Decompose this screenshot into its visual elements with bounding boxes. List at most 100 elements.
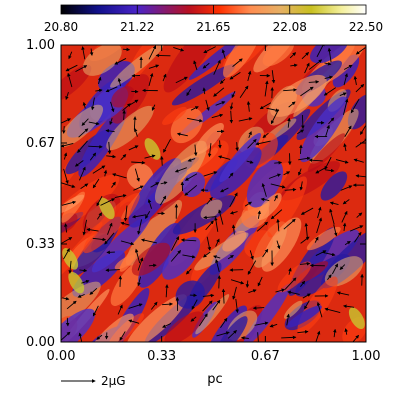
- field-vector: [270, 183, 286, 189]
- field-vector: [165, 284, 169, 298]
- field-vector: [91, 97, 95, 111]
- field-vector: [324, 307, 341, 313]
- field-vector: [184, 173, 198, 181]
- field-vector: [228, 172, 234, 179]
- field-vector: [261, 183, 267, 197]
- field-vector: [203, 171, 218, 177]
- field-vector: [133, 116, 137, 130]
- colorbar-tick-labels: 20.80 21.22 21.65 22.08 22.50: [44, 20, 383, 34]
- field-vector: [335, 159, 349, 164]
- field-vector: [270, 209, 283, 220]
- field-vector: [300, 280, 306, 287]
- field-vector: [211, 113, 224, 119]
- field-vector: [252, 306, 265, 310]
- field-vector: [299, 144, 303, 154]
- heatmap-plot: 0.00 0.33 0.67 1.00 0.00 0.33 0.67 1.00: [26, 38, 380, 364]
- field-vector: [140, 238, 157, 244]
- field-vector: [324, 62, 332, 66]
- field-vector: [187, 117, 203, 123]
- field-vector: [162, 302, 174, 306]
- field-vector: [235, 142, 239, 152]
- field-vector: [328, 117, 335, 125]
- field-vector: [206, 196, 213, 205]
- field-vector: [81, 118, 89, 126]
- field-vector: [112, 173, 127, 179]
- field-vector: [119, 331, 126, 341]
- field-vector: [160, 181, 168, 185]
- field-vector: [62, 296, 70, 301]
- density-blob: [262, 45, 295, 67]
- field-vector: [229, 110, 234, 124]
- density-peak: [68, 271, 85, 294]
- field-vector: [355, 174, 366, 178]
- field-vector: [256, 221, 269, 232]
- field-vector: [308, 158, 323, 163]
- density-blob: [111, 86, 135, 108]
- field-vector: [321, 251, 336, 257]
- y-tick-label: 0.00: [26, 335, 55, 350]
- field-vector: [203, 46, 216, 54]
- field-vector: [187, 158, 196, 162]
- field-vector: [324, 75, 333, 80]
- field-vector: [68, 260, 72, 274]
- field-vector: [89, 152, 97, 161]
- field-vector: [92, 165, 106, 174]
- field-vector: [283, 171, 291, 176]
- field-vector: [315, 330, 321, 342]
- field-vector: [215, 101, 226, 106]
- density-blob: [242, 283, 291, 342]
- field-vector: [61, 143, 74, 148]
- field-vector: [92, 237, 107, 242]
- field-vector: [300, 236, 310, 244]
- field-vector: [202, 300, 213, 312]
- density-blob: [131, 242, 171, 276]
- field-vector: [68, 51, 73, 60]
- field-vector: [316, 217, 323, 234]
- field-vector: [205, 220, 214, 231]
- field-vector: [193, 144, 198, 157]
- field-vector: [120, 154, 127, 161]
- field-vector: [355, 83, 365, 93]
- density-blob: [299, 96, 348, 163]
- field-vector: [129, 99, 139, 106]
- field-vector: [220, 317, 228, 329]
- field-vector: [107, 141, 112, 155]
- field-vector: [61, 200, 77, 206]
- field-vector: [80, 183, 89, 190]
- field-vector: [300, 86, 314, 97]
- vector-legend: 2μG: [61, 374, 126, 388]
- field-vector: [148, 263, 157, 268]
- field-vector: [128, 319, 140, 324]
- field-vector: [355, 47, 366, 55]
- field-vector: [214, 216, 219, 232]
- field-vector: [131, 160, 146, 165]
- field-vector: [231, 90, 236, 99]
- field-vector: [274, 194, 278, 202]
- field-vector: [290, 63, 298, 68]
- field-vector: [342, 199, 350, 205]
- field-vector: [308, 80, 320, 84]
- density-blob: [194, 122, 224, 155]
- field-vector: [314, 236, 319, 243]
- field-vector: [78, 128, 89, 138]
- field-vector: [128, 145, 139, 151]
- field-vector: [207, 143, 212, 158]
- field-vector: [205, 99, 210, 111]
- field-vector: [249, 250, 254, 260]
- field-vector: [239, 85, 249, 98]
- field-vector: [274, 160, 283, 165]
- field-vector: [122, 109, 126, 121]
- field-vector: [257, 276, 263, 287]
- field-vector: [185, 268, 192, 275]
- field-vector: [343, 304, 355, 309]
- field-vector: [221, 288, 226, 304]
- field-vector: [89, 48, 94, 56]
- field-vector: [244, 201, 252, 207]
- field-vector: [96, 212, 103, 220]
- field-vector: [268, 173, 281, 179]
- field-vector: [170, 250, 181, 262]
- density-blob: [320, 171, 348, 201]
- field-vector: [96, 195, 103, 207]
- field-vector: [191, 299, 198, 310]
- field-vector: [107, 222, 113, 235]
